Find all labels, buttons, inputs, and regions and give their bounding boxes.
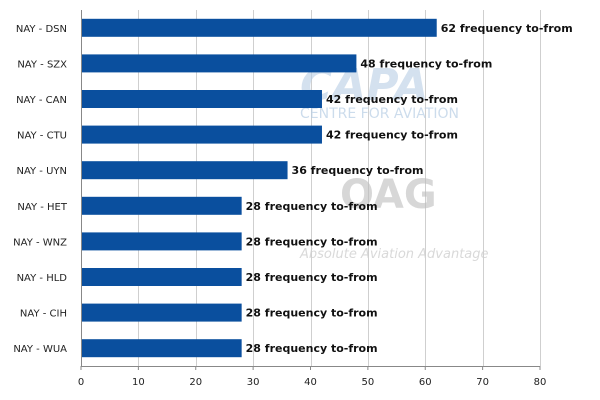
data-label: 42 frequency to-from: [326, 129, 458, 142]
category-label: NAY - CAN: [16, 95, 67, 106]
bar: [82, 161, 288, 180]
bar: [82, 54, 357, 73]
oag-logo-text: OAG: [340, 172, 437, 218]
x-tick-label: 60: [419, 377, 432, 388]
x-tick-label: 40: [304, 377, 317, 388]
data-label: 42 frequency to-from: [326, 93, 458, 106]
bar: [82, 303, 242, 322]
data-label: 28 frequency to-from: [246, 271, 378, 284]
category-label: NAY - CIH: [20, 309, 67, 320]
category-label: NAY - WNZ: [13, 237, 67, 248]
data-label: 28 frequency to-from: [246, 342, 378, 355]
data-label: 48 frequency to-from: [360, 57, 492, 70]
bar: [82, 125, 322, 144]
x-tick-label: 80: [534, 377, 547, 388]
x-tick-label: 70: [476, 377, 489, 388]
category-label: NAY - HLD: [17, 273, 68, 284]
bar: [82, 18, 437, 37]
data-label: 28 frequency to-from: [246, 307, 378, 320]
oag-watermark: OAG Absolute Aviation Advantage: [299, 172, 489, 262]
x-tick-label: 50: [362, 377, 375, 388]
category-label: NAY - WUA: [13, 344, 67, 355]
category-label: NAY - SZX: [17, 59, 67, 70]
x-tick-label: 20: [189, 377, 202, 388]
data-label: 28 frequency to-from: [246, 200, 378, 213]
category-label: NAY - DSN: [16, 24, 67, 35]
data-label: 28 frequency to-from: [246, 235, 378, 248]
x-tick-label: 0: [78, 377, 84, 388]
bar: [82, 196, 242, 215]
bars-layer: 62 frequency to-from 48 frequency to-from…: [82, 18, 573, 358]
x-tick-label: 30: [247, 377, 260, 388]
oag-tagline: Absolute Aviation Advantage: [299, 247, 489, 262]
axis-layer: 0 10 20 30 40 50 60 70 80 NAY - DSN NAY - SZX NAY -…: [13, 10, 546, 388]
x-tick-label: 10: [132, 377, 145, 388]
bar: [82, 90, 322, 108]
bar: [82, 232, 242, 251]
capa-logo-subtitle: CENTRE FOR AVIATION: [300, 106, 459, 122]
category-label: NAY - CTU: [17, 131, 67, 142]
category-label: NAY - HET: [17, 202, 67, 213]
bar: [82, 339, 242, 358]
data-label: 36 frequency to-from: [292, 164, 424, 177]
category-label: NAY - UYN: [16, 166, 67, 177]
bar: [82, 268, 242, 286]
data-label: 62 frequency to-from: [441, 22, 573, 35]
